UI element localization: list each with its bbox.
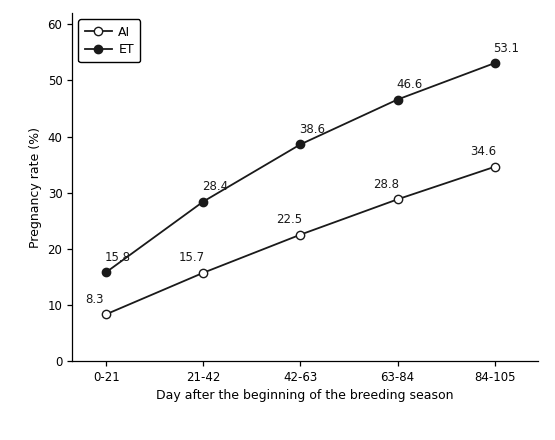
Text: 28.4: 28.4 xyxy=(202,180,228,193)
ET xyxy=(297,142,304,147)
AI xyxy=(297,232,304,237)
Text: 15.8: 15.8 xyxy=(105,251,131,264)
X-axis label: Day after the beginning of the breeding season: Day after the beginning of the breeding … xyxy=(157,389,454,402)
Text: 38.6: 38.6 xyxy=(299,123,325,136)
Text: 28.8: 28.8 xyxy=(373,178,399,191)
Text: 46.6: 46.6 xyxy=(396,78,422,91)
ET xyxy=(491,60,498,66)
Line: ET: ET xyxy=(102,59,499,276)
Line: AI: AI xyxy=(102,163,499,319)
AI xyxy=(491,164,498,169)
Text: 34.6: 34.6 xyxy=(470,145,496,158)
Text: 15.7: 15.7 xyxy=(179,251,205,264)
Legend: AI, ET: AI, ET xyxy=(78,19,140,62)
Text: 53.1: 53.1 xyxy=(493,42,519,55)
AI xyxy=(103,312,109,317)
Y-axis label: Pregnancy rate (%): Pregnancy rate (%) xyxy=(29,127,42,247)
ET xyxy=(394,97,401,102)
AI xyxy=(200,270,206,275)
ET xyxy=(103,270,109,275)
Text: 8.3: 8.3 xyxy=(85,293,104,306)
Text: 22.5: 22.5 xyxy=(276,213,302,226)
ET xyxy=(200,199,206,204)
AI xyxy=(394,197,401,202)
